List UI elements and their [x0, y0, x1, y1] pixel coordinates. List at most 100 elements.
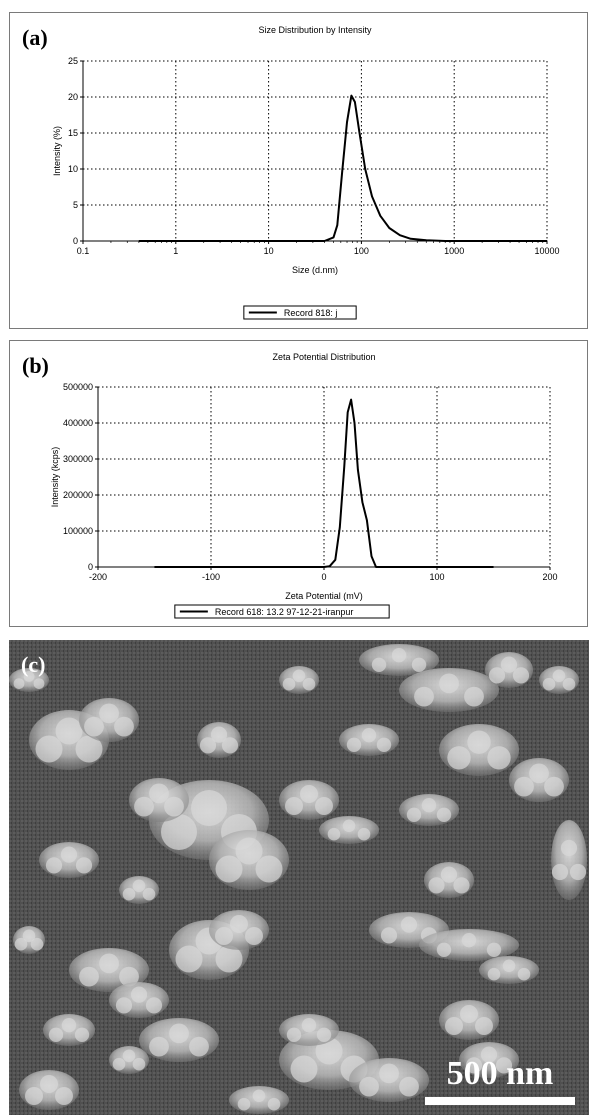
nanoparticle — [315, 797, 333, 815]
sem-image-panel: (c) 500 nm — [9, 640, 589, 1115]
data-point — [469, 240, 472, 242]
data-point — [346, 121, 348, 123]
nanoparticle — [132, 1057, 146, 1071]
nanoparticle — [25, 1087, 43, 1105]
nanoparticle — [122, 1049, 136, 1063]
nanoparticle — [399, 1076, 419, 1097]
size-distribution-panel: Size Distribution by Intensity 0.1 1 10 100 1… — [9, 12, 588, 329]
y-tick-label: 20 — [68, 92, 78, 102]
legend: Record 618: 13.2 97-12-21-iranpur — [174, 604, 390, 619]
nanoparticle — [75, 857, 93, 874]
nanoparticle — [487, 746, 511, 770]
nanoparticle — [512, 667, 530, 684]
nanoparticle — [169, 1023, 189, 1044]
nanoparticle — [30, 937, 44, 951]
data-point — [425, 239, 427, 241]
data-point — [323, 566, 325, 568]
data-point — [375, 566, 377, 568]
nanoparticle — [45, 857, 63, 874]
nanoparticle — [75, 735, 103, 763]
nanoparticle — [552, 669, 566, 683]
nanoparticle — [130, 986, 148, 1003]
data-point — [350, 94, 352, 97]
nanoparticle — [465, 1057, 483, 1074]
y-tick-label: 500000 — [63, 382, 93, 392]
x-tick-label: -200 — [89, 572, 107, 582]
y-tick-label: 25 — [68, 56, 78, 66]
nanoparticle — [391, 648, 407, 663]
nanoparticle — [542, 677, 556, 691]
nanoparticle — [286, 1027, 302, 1042]
chart-title: Zeta Potential Distribution — [272, 352, 375, 362]
nanoparticle — [55, 717, 83, 745]
scale-bar — [425, 1097, 575, 1105]
nanoparticle — [359, 1076, 379, 1097]
nanoparticle — [467, 730, 491, 754]
nanoparticle — [40, 1075, 58, 1093]
nanoparticle — [300, 785, 318, 803]
nanoparticle — [132, 879, 146, 893]
nanoparticle — [346, 737, 362, 752]
nanoparticle — [23, 671, 35, 682]
x-axis-label: Zeta Potential (mV) — [285, 591, 363, 601]
nanoparticle — [119, 966, 139, 987]
data-point — [399, 234, 401, 236]
x-tick-label: 100 — [354, 246, 369, 256]
data-point — [329, 565, 331, 567]
nanoparticle — [400, 916, 418, 933]
x-tick-label: 0 — [321, 572, 326, 582]
nanoparticle — [421, 798, 437, 813]
nanoparticle — [495, 1057, 513, 1074]
nanoparticle — [145, 997, 163, 1014]
y-tick-label: 200000 — [63, 490, 93, 500]
nanoparticle — [60, 846, 78, 863]
nanoparticle — [112, 1057, 126, 1071]
nanoparticle — [134, 796, 154, 817]
nanoparticle — [14, 937, 28, 951]
nanoparticle — [560, 839, 578, 857]
y-tick-label: 10 — [68, 164, 78, 174]
scale-bar-label: 500 nm — [446, 1055, 554, 1092]
series-line — [138, 94, 547, 242]
nanoparticle — [142, 887, 156, 901]
nanoparticle — [290, 1055, 318, 1083]
data-point — [354, 101, 356, 103]
nanoparticle — [149, 783, 169, 804]
nanoparticle — [371, 657, 387, 672]
nanoparticle — [161, 814, 197, 850]
nanoparticle — [316, 1027, 332, 1042]
y-axis-label: Intensity (%) — [52, 126, 62, 176]
legend-box — [174, 604, 390, 619]
nanoparticle — [210, 726, 228, 743]
sem-micrograph — [9, 640, 589, 1115]
legend-label: Record 618: 13.2 97-12-21-iranpur — [215, 607, 354, 617]
nanoparticle — [436, 807, 452, 822]
nanoparticle — [221, 737, 239, 754]
data-point — [339, 526, 341, 528]
data-point — [347, 411, 349, 413]
nanoparticle — [411, 657, 427, 672]
nanoparticle — [149, 1036, 169, 1057]
nanoparticle — [502, 959, 516, 973]
data-point — [410, 238, 412, 240]
nanoparticle — [35, 735, 63, 763]
data-point — [341, 172, 343, 174]
legend-label: Record 818: j — [284, 308, 338, 318]
data-point — [371, 195, 373, 197]
nanoparticle — [440, 866, 458, 883]
nanoparticle — [237, 1097, 251, 1111]
data-point — [353, 422, 356, 424]
nanoparticle — [379, 1063, 399, 1084]
data-point — [334, 559, 336, 561]
y-tick-label: 300000 — [63, 454, 93, 464]
nanoparticle — [79, 966, 99, 987]
nanoparticle — [215, 927, 233, 945]
nanoparticle — [33, 678, 45, 689]
data-point — [336, 224, 338, 226]
data-point — [175, 240, 177, 242]
nanoparticle — [464, 686, 484, 707]
x-tick-label: 1000 — [444, 246, 464, 256]
nanoparticle — [361, 728, 377, 743]
x-tick-label: 10000 — [534, 246, 559, 256]
